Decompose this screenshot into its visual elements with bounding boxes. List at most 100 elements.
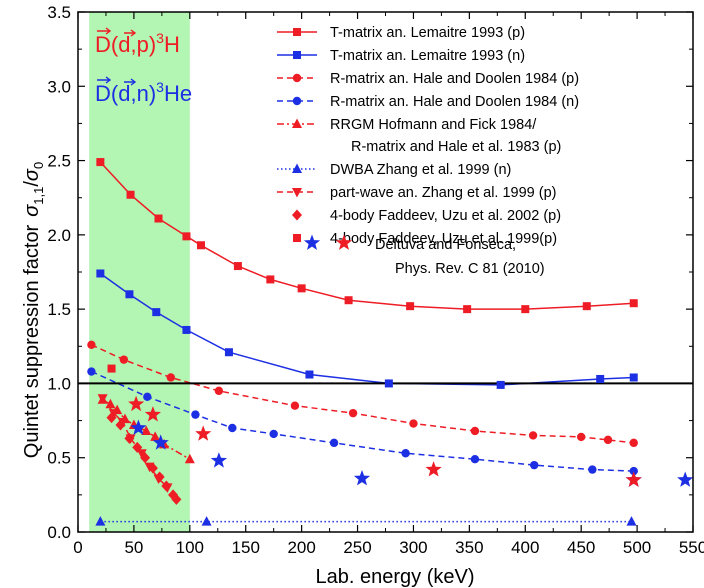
y-tick-label: 0.5 [47, 449, 71, 468]
data-point-s0-4 [197, 241, 205, 250]
y-tick-label: 0.0 [47, 523, 71, 542]
x-tick-label: 300 [399, 538, 427, 557]
y-axis-sub2: 0 [31, 162, 46, 169]
data-point-s9-1 [152, 434, 169, 450]
y-tick-label: 1.0 [47, 374, 71, 393]
data-point-s6-0 [97, 394, 108, 404]
x-tick-label: 450 [567, 538, 595, 557]
series-line-2 [91, 344, 634, 444]
series-markers [87, 158, 694, 526]
data-point-s2-0 [87, 340, 96, 349]
data-point-s2-1 [119, 355, 129, 364]
data-point-s3-10 [629, 466, 638, 476]
vector-arrow-d2-icon [124, 29, 137, 37]
data-point-s2-8 [528, 431, 538, 440]
data-point-s3-6 [401, 449, 410, 458]
legend-label-6: part-wave an. Zhang et al. 1999 (p) [330, 185, 557, 201]
reaction-label-dn: D(d,n)3He [95, 76, 192, 106]
reaction-dn-post: ,n) [130, 81, 156, 106]
data-point-s10-3 [425, 461, 442, 477]
legend-label-4: RRGM Hofmann and Fick 1984/ [330, 117, 537, 133]
x-tick-label: 350 [455, 538, 483, 557]
legend-marker-star-red [335, 234, 353, 250]
y-axis-title: Quintet suppression factorσ1,1/σ0 [21, 162, 46, 458]
data-point-s10-0 [128, 395, 145, 412]
reaction-dn-sup: 3 [156, 79, 164, 95]
data-point-s10-2 [195, 425, 212, 441]
data-point-s7-1 [115, 419, 126, 431]
data-point-s7-2 [124, 432, 135, 444]
x-tick-label: 550 [679, 538, 704, 557]
legend-label-9-line2: Phys. Rev. C 81 (2010) [395, 261, 545, 277]
data-point-s7-0 [106, 412, 117, 424]
legend-marker-1 [293, 51, 301, 59]
data-point-s3-8 [530, 460, 539, 470]
y-axis-sym2: σ [21, 168, 43, 181]
reaction-dp-sup: 3 [156, 30, 164, 46]
data-point-s3-4 [269, 429, 278, 439]
data-point-s4-1 [105, 398, 116, 409]
data-point-s1-3 [182, 325, 191, 334]
legend-marker-4 [292, 118, 302, 128]
data-point-s3-3 [228, 423, 237, 433]
data-point-s2-10 [603, 435, 613, 445]
x-tick-label: 50 [124, 538, 143, 557]
data-point-s6-4 [136, 449, 147, 459]
data-point-s2-6 [409, 419, 418, 428]
data-point-s5-2 [626, 516, 637, 526]
data-point-s9-2 [210, 452, 227, 468]
data-point-s7-4 [140, 452, 151, 464]
data-point-s0-9 [406, 302, 415, 311]
data-point-s1-1 [125, 290, 134, 299]
data-point-s0-2 [154, 214, 163, 223]
x-tick-label: 100 [176, 538, 204, 557]
data-point-s2-9 [576, 432, 586, 442]
legend-marker-8 [293, 234, 301, 242]
data-point-s10-4 [625, 471, 642, 487]
data-point-s3-9 [588, 465, 597, 474]
data-point-s1-0 [96, 269, 105, 278]
y-tick-label: 3.0 [47, 77, 71, 96]
x-tick-label: 0 [73, 538, 82, 557]
data-point-s1-9 [629, 373, 638, 382]
data-point-s2-11 [629, 438, 638, 448]
data-point-s7-5 [147, 462, 158, 474]
legend-label-9: Deltuva and Fonseca, [375, 237, 516, 253]
reaction-dp-proj: d [118, 32, 130, 57]
data-point-s9-0 [130, 419, 147, 435]
data-point-s7-6 [154, 471, 165, 483]
reaction-text-dn: D(d,n)3He [95, 79, 192, 106]
reaction-dp-post: ,p) [130, 32, 156, 57]
data-point-s3-5 [329, 438, 339, 448]
y-tick-label: 3.5 [47, 3, 71, 22]
y-tick-label: 1.5 [47, 300, 71, 319]
data-point-s0-13 [629, 299, 638, 308]
data-point-s1-6 [384, 379, 393, 388]
data-point-s7-9 [171, 493, 182, 505]
data-point-s0-5 [233, 262, 242, 271]
data-point-s5-0 [95, 516, 106, 526]
data-point-s3-0 [87, 367, 96, 376]
y-axis-slash: / [21, 181, 43, 187]
data-point-s0-3 [182, 232, 191, 241]
legend-label-2: R-matrix an. Hale and Doolen 1984 (p) [330, 71, 579, 87]
y-tick-label: 2.5 [47, 152, 71, 171]
data-point-s4-8 [184, 453, 195, 464]
data-point-s4-5 [141, 425, 152, 435]
data-point-s1-8 [596, 374, 605, 383]
data-point-s4-6 [150, 431, 161, 441]
legend-label-7: 4-body Faddeev, Uzu et al. 2002 (p) [330, 208, 561, 224]
data-point-s9-5 [677, 471, 694, 487]
data-point-s0-12 [582, 302, 591, 311]
legend-marker-7 [292, 209, 302, 221]
reaction-dn-proj: d [118, 81, 130, 106]
legend-marker-6 [292, 188, 302, 198]
legend-marker-3 [292, 96, 302, 106]
data-point-s8-0 [107, 364, 116, 373]
reaction-dn-mid: ( [111, 81, 119, 106]
x-axis-title: Lab. energy (keV) [316, 566, 475, 588]
data-point-s5-1 [201, 516, 212, 526]
vector-arrow-d4-icon [124, 78, 137, 86]
data-point-s2-3 [214, 386, 224, 396]
